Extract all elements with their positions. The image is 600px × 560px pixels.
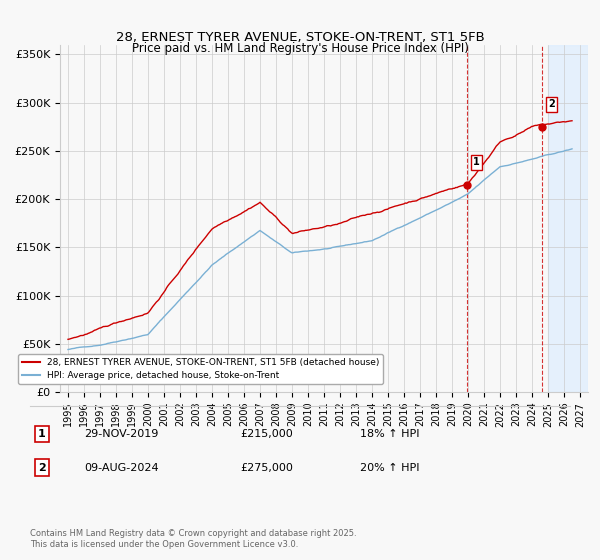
Text: £215,000: £215,000 <box>240 429 293 439</box>
Text: 1: 1 <box>38 429 46 439</box>
Bar <box>548 45 588 392</box>
Text: Price paid vs. HM Land Registry's House Price Index (HPI): Price paid vs. HM Land Registry's House … <box>131 42 469 55</box>
Legend: 28, ERNEST TYRER AVENUE, STOKE-ON-TRENT, ST1 5FB (detached house), HPI: Average : 28, ERNEST TYRER AVENUE, STOKE-ON-TRENT,… <box>18 354 383 384</box>
Text: Contains HM Land Registry data © Crown copyright and database right 2025.
This d: Contains HM Land Registry data © Crown c… <box>30 529 356 549</box>
Text: 2: 2 <box>38 463 46 473</box>
Text: 20% ↑ HPI: 20% ↑ HPI <box>360 463 419 473</box>
Text: 2: 2 <box>548 100 555 110</box>
Text: 1: 1 <box>473 157 480 167</box>
Text: 28, ERNEST TYRER AVENUE, STOKE-ON-TRENT, ST1 5FB: 28, ERNEST TYRER AVENUE, STOKE-ON-TRENT,… <box>116 31 484 44</box>
Text: 18% ↑ HPI: 18% ↑ HPI <box>360 429 419 439</box>
Text: 09-AUG-2024: 09-AUG-2024 <box>84 463 158 473</box>
Text: 29-NOV-2019: 29-NOV-2019 <box>84 429 158 439</box>
Text: £275,000: £275,000 <box>240 463 293 473</box>
